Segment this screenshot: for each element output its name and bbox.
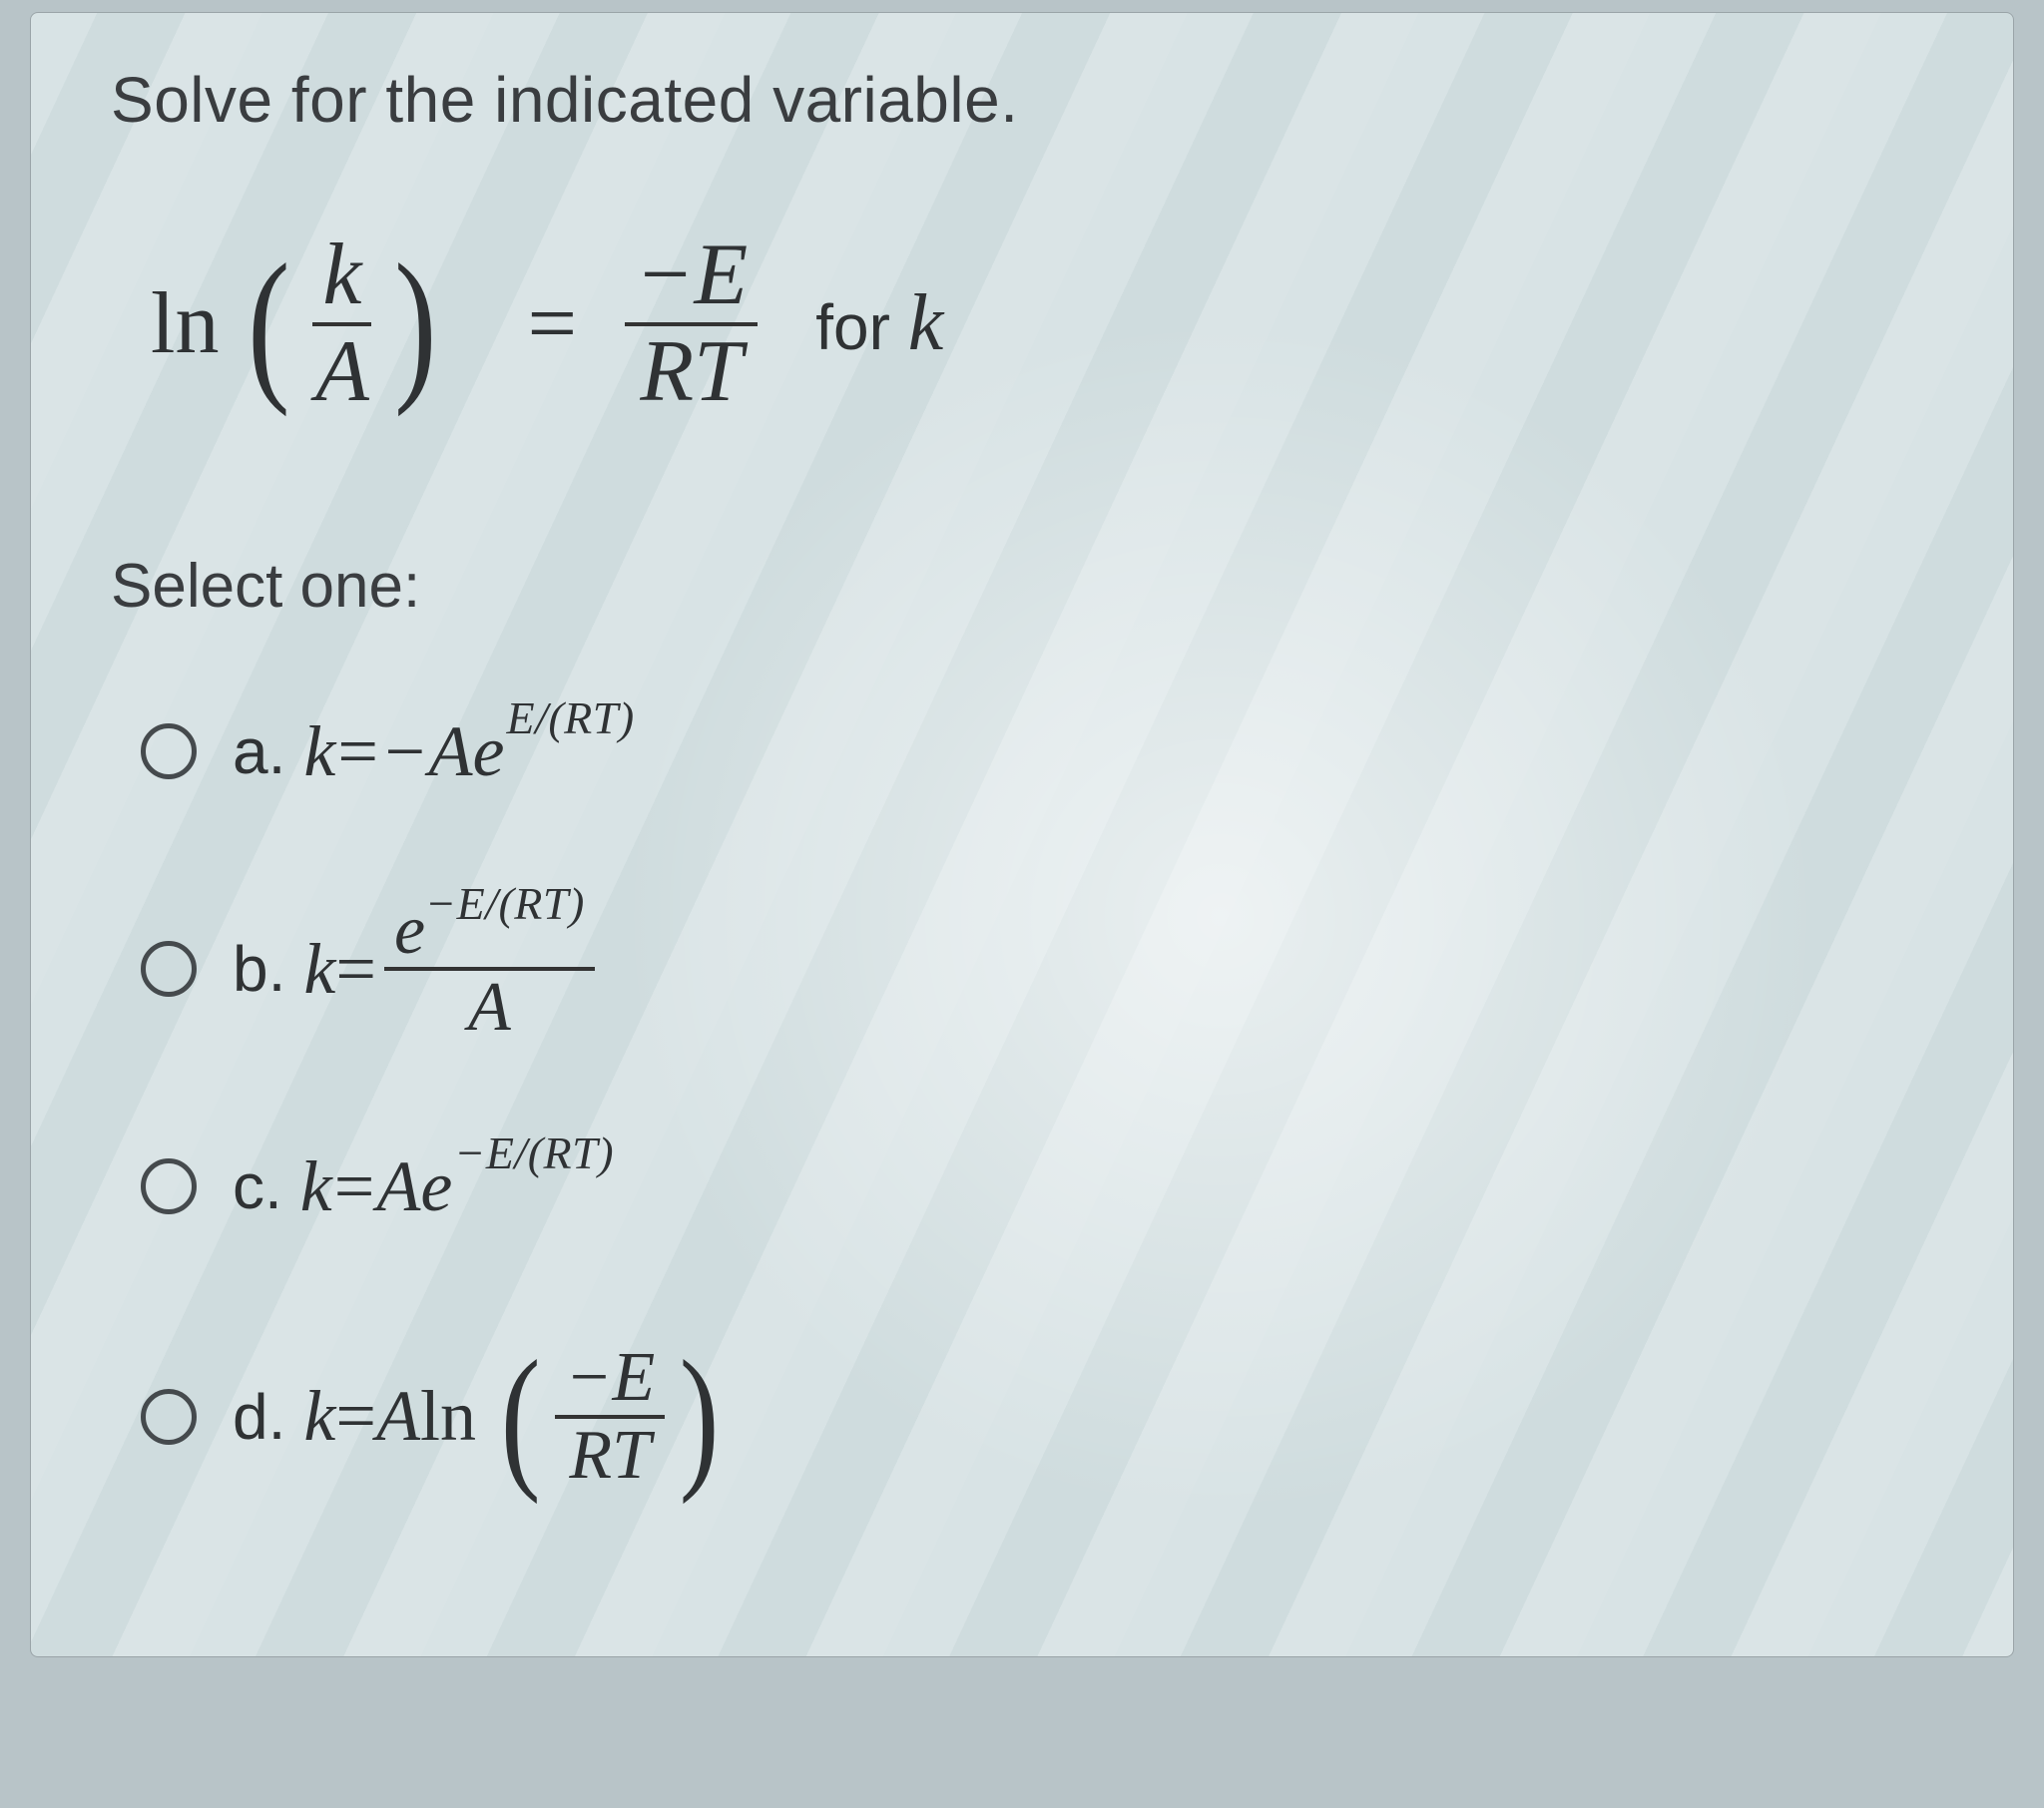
question-prompt: Solve for the indicated variable. — [111, 63, 1943, 137]
option-d-fraction: −E RT — [547, 1341, 673, 1492]
option-d-right-paren: ) — [680, 1324, 720, 1509]
radio-a[interactable] — [141, 723, 197, 779]
option-a-math: k = −Ae E/(RT) — [303, 710, 636, 793]
option-d-math: k = A ln ( −E RT ) — [303, 1324, 769, 1509]
option-d-left-paren: ( — [501, 1324, 541, 1509]
option-a[interactable]: a. k = −Ae E/(RT) — [141, 672, 1943, 831]
option-a-body: −Ae — [380, 710, 505, 793]
option-b-numerator: e−E/(RT) — [384, 894, 595, 972]
option-c-math: k = Ae −E/(RT) — [300, 1145, 616, 1228]
radio-b[interactable] — [141, 941, 197, 997]
radio-d[interactable] — [141, 1389, 197, 1445]
option-b-math: k = e−E/(RT) A — [303, 894, 602, 1045]
options-group: a. k = −Ae E/(RT) b. k = e−E/(RT) A — [141, 672, 1943, 1509]
fraction-minus-E-over-RT: −E RT — [617, 229, 766, 418]
denominator-A: A — [305, 326, 379, 418]
option-d-k: k — [303, 1375, 335, 1458]
for-text: for — [815, 291, 907, 363]
select-one-label: Select one: — [111, 551, 1943, 622]
option-d-num: −E — [555, 1341, 665, 1419]
question-panel: Solve for the indicated variable. ln ( k… — [30, 12, 2014, 1657]
radio-c[interactable] — [141, 1158, 197, 1214]
numerator-k: k — [312, 229, 371, 325]
option-c-exp: −E/(RT) — [454, 1127, 614, 1179]
numerator-minus-E: −E — [625, 229, 758, 325]
option-d[interactable]: d. k = A ln ( −E RT ) — [141, 1324, 1943, 1509]
option-d-letter: d. — [233, 1380, 285, 1454]
option-c-body: Ae — [376, 1145, 452, 1228]
option-b-e: e — [394, 892, 425, 969]
option-a-exp: E/(RT) — [506, 691, 634, 744]
denominator-RT: RT — [630, 326, 753, 418]
option-c[interactable]: c. k = Ae −E/(RT) — [141, 1107, 1943, 1266]
right-paren: ) — [394, 226, 436, 421]
option-b-exp: −E/(RT) — [425, 878, 585, 929]
left-paren: ( — [249, 226, 290, 421]
option-c-letter: c. — [233, 1149, 282, 1223]
option-d-paren: ( −E RT ) — [494, 1324, 727, 1509]
ln-argument: ( k A ) — [241, 226, 443, 421]
option-c-k: k — [300, 1145, 332, 1228]
for-k-label: for k — [815, 278, 943, 369]
option-b-k: k — [303, 928, 335, 1011]
fraction-k-over-A: k A — [297, 229, 387, 418]
option-d-A: A — [376, 1375, 420, 1458]
variable-k: k — [908, 279, 944, 367]
option-b-letter: b. — [233, 932, 285, 1006]
option-b-fraction: e−E/(RT) A — [376, 894, 603, 1045]
option-b-denominator: A — [458, 971, 521, 1045]
option-c-eq: = — [334, 1145, 375, 1228]
option-d-ln: ln — [420, 1375, 476, 1458]
ln-symbol: ln — [151, 273, 219, 374]
option-b-eq: = — [335, 928, 376, 1011]
option-a-k: k — [303, 710, 335, 793]
equals-sign: = — [527, 273, 577, 374]
main-equation: ln ( k A ) = −E RT for k — [151, 226, 1943, 421]
option-a-eq: = — [337, 710, 378, 793]
option-d-den: RT — [559, 1419, 661, 1493]
option-d-eq: = — [335, 1375, 376, 1458]
option-a-letter: a. — [233, 714, 285, 788]
option-b[interactable]: b. k = e−E/(RT) A — [141, 889, 1943, 1049]
